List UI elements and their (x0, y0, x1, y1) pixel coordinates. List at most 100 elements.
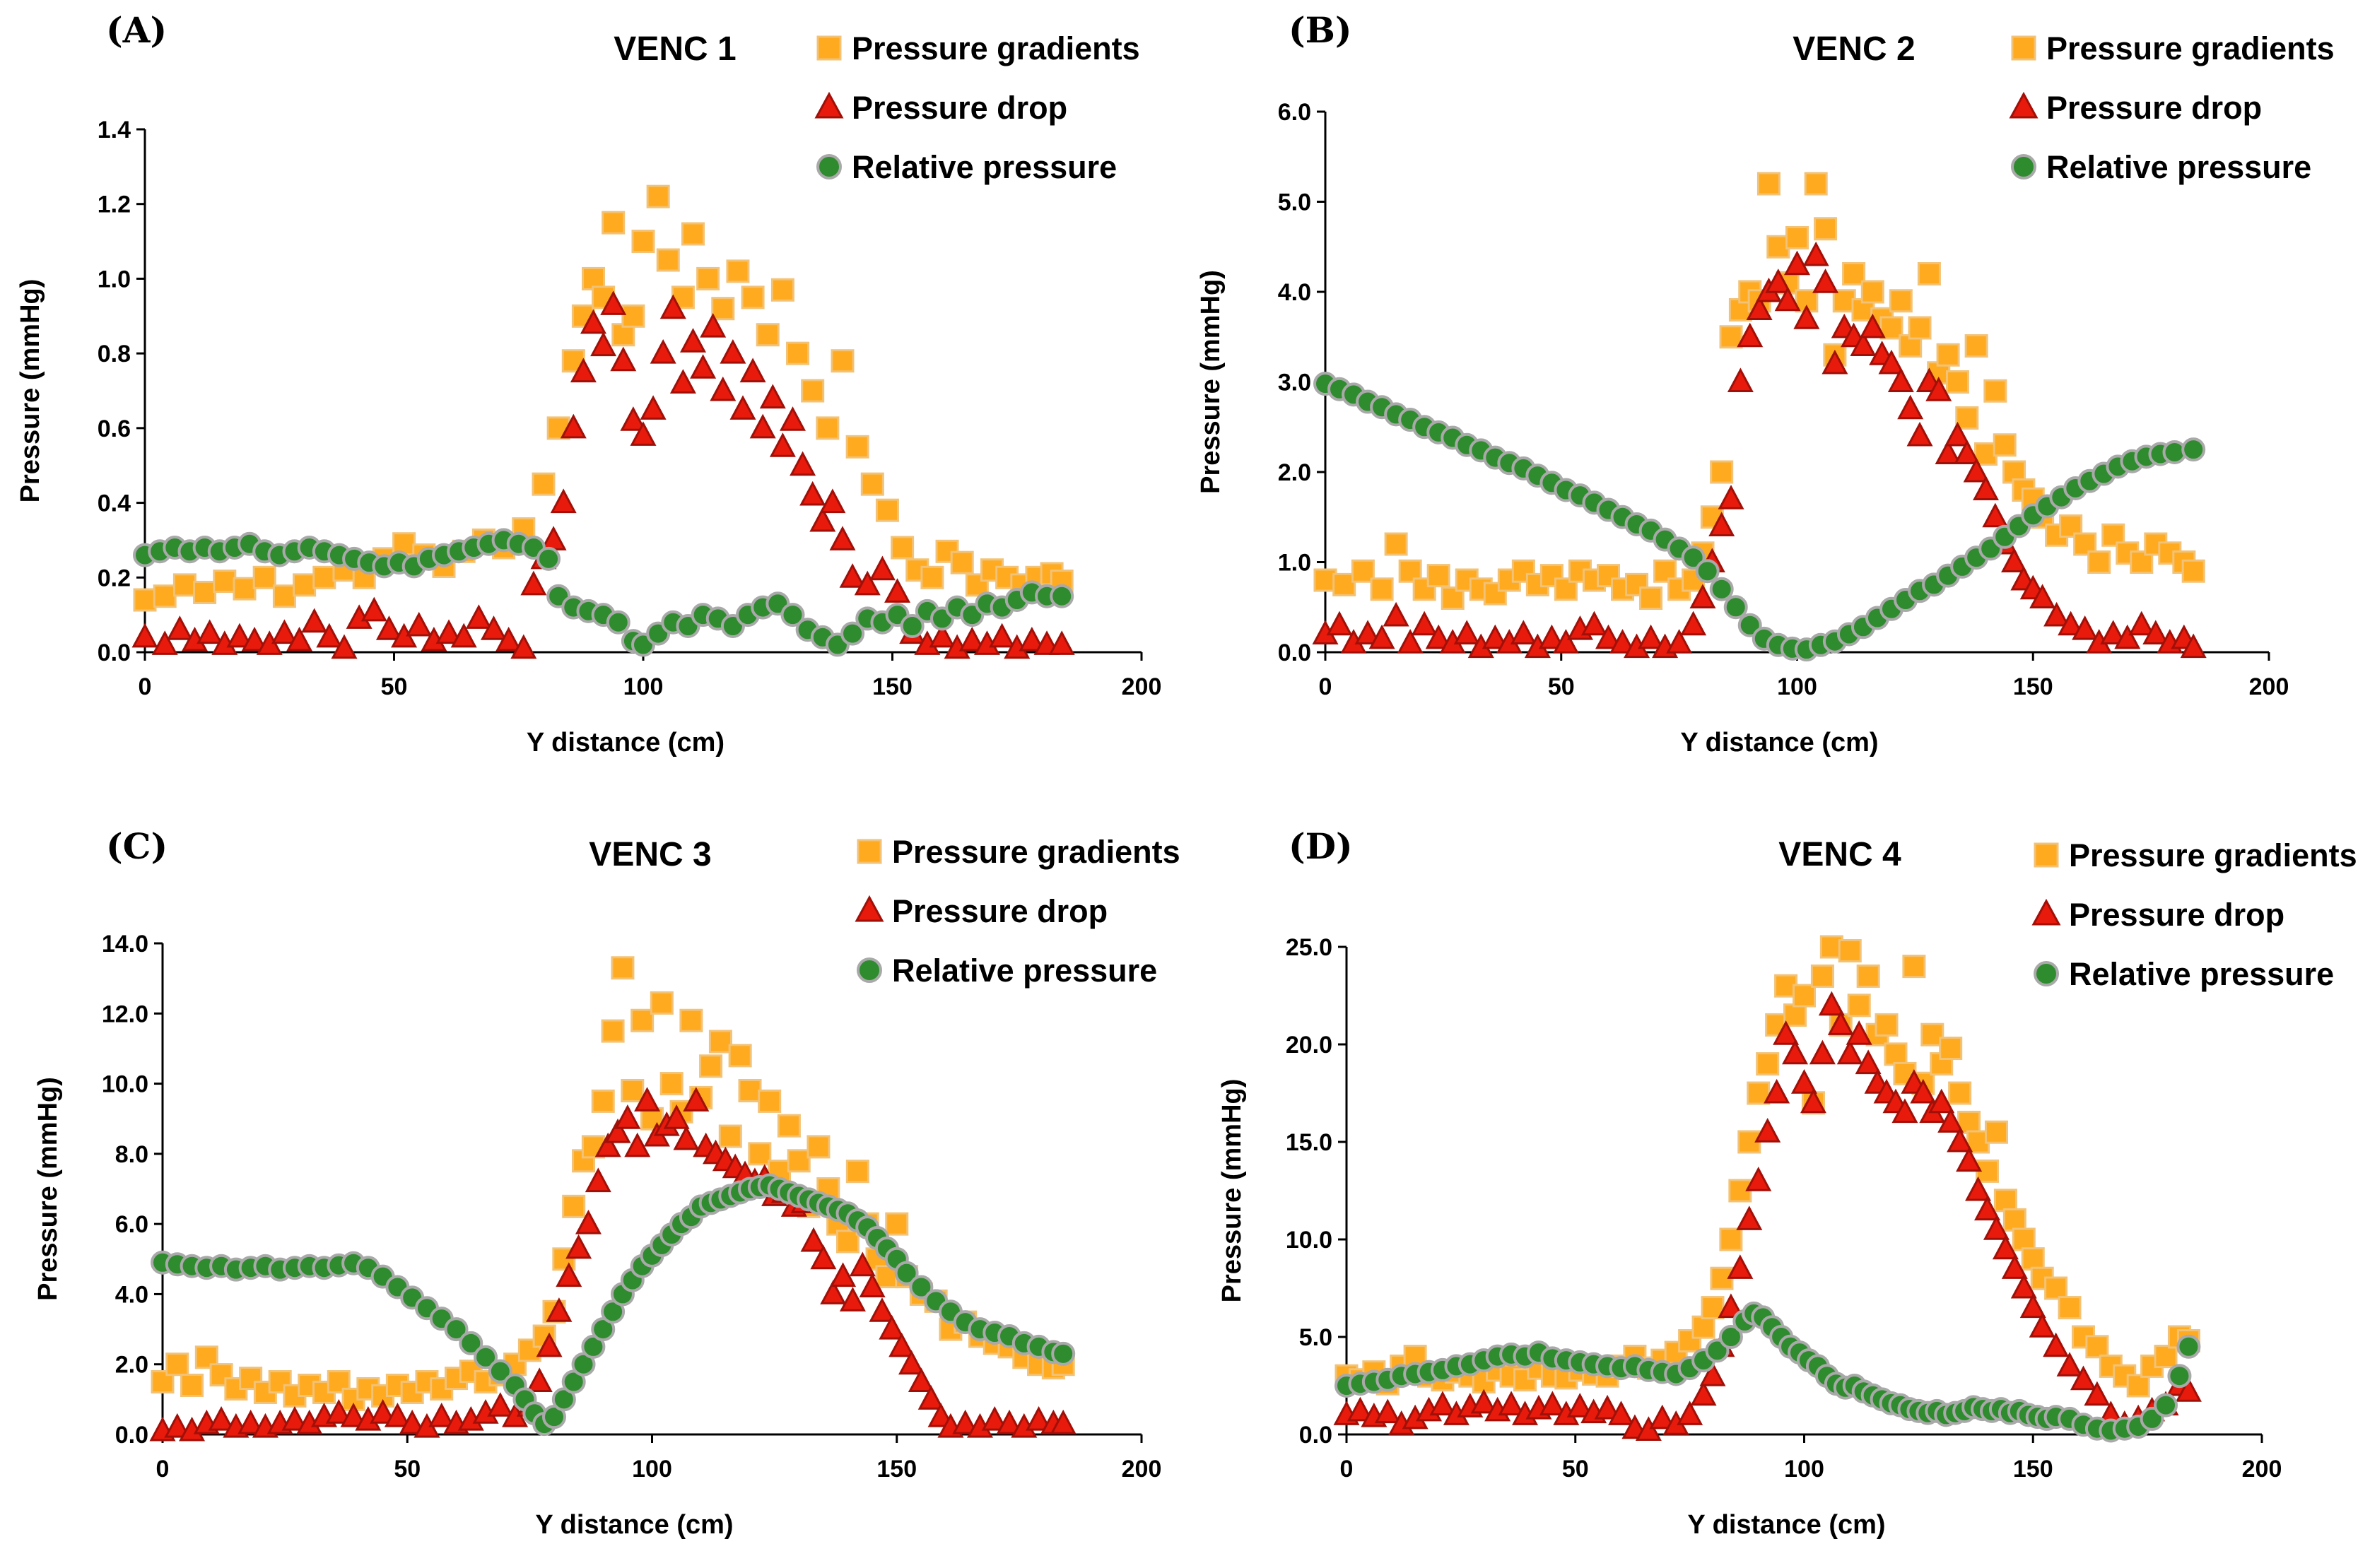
drop-point (1982, 502, 2009, 528)
relative-point (2176, 1334, 2201, 1359)
drop-point (624, 1132, 651, 1157)
gradient-point (699, 1054, 723, 1078)
gradient-point (268, 1370, 292, 1394)
drop-point (830, 1262, 857, 1287)
series-pressure-gradients (1313, 172, 2205, 610)
drop-point (570, 358, 597, 383)
gradient-point (801, 379, 825, 403)
drop-point (1368, 624, 1395, 649)
drop-point (435, 619, 462, 644)
drop-point (1026, 1405, 1052, 1431)
drop-point (690, 354, 717, 379)
drop-point (1859, 313, 1886, 338)
drop-point (829, 526, 856, 550)
x-tick-label: 100 (1784, 1456, 1824, 1482)
legend-label: Pressure gradients (2069, 837, 2357, 873)
gradient-point (718, 1124, 742, 1148)
relative-point (1681, 546, 1706, 570)
series-pressure-drop (131, 290, 1075, 659)
drop-point (2072, 615, 2099, 640)
legend-square-icon (816, 35, 842, 61)
drop-point (1594, 1394, 1621, 1420)
drop-point (1937, 1108, 1964, 1133)
y-tick-label: 1.2 (98, 191, 131, 218)
drop-point (585, 1167, 611, 1193)
drop-point (428, 1402, 455, 1427)
drop-point (739, 358, 766, 383)
panel-label: (A) (106, 9, 167, 51)
gradient-point (738, 1079, 762, 1102)
legend-label: Pressure drop (892, 893, 1108, 929)
legend-triangle-icon (814, 91, 844, 119)
x-tick-label: 200 (1122, 1456, 1162, 1482)
drop-point (301, 608, 328, 633)
drop-point (1754, 1118, 1781, 1143)
drop-point (226, 623, 253, 648)
drop-point (1736, 1206, 1763, 1230)
legend-label: Relative pressure (852, 149, 1117, 185)
series-pressure-drop (149, 1087, 1077, 1442)
gradient-point (836, 1230, 860, 1254)
legend-triangle-icon (2031, 898, 2061, 926)
y-tick-label: 1.0 (98, 266, 131, 293)
drop-point (790, 451, 816, 476)
gradient-point (1793, 984, 1816, 1008)
drop-point (1347, 1396, 1373, 1422)
gradient-point (2021, 1247, 2045, 1271)
drop-point (2056, 1352, 2083, 1377)
drop-point (131, 623, 158, 648)
y-tick-label: 0.0 (1278, 639, 1311, 666)
drop-point (1425, 624, 1452, 649)
gradient-point (1814, 217, 1838, 241)
x-axis-label: Y distance (cm) (1687, 1510, 1885, 1540)
gradient-point (213, 570, 237, 594)
gradient-point (562, 1194, 586, 1218)
drop-point (1878, 349, 1905, 375)
drop-point (2100, 620, 2127, 644)
drop-point (1793, 305, 1820, 329)
gradient-point (1875, 1013, 1899, 1037)
drop-point (1800, 1088, 1826, 1114)
drop-point (1809, 1039, 1836, 1065)
legend-circle-icon (2011, 154, 2036, 179)
gradient-point (1351, 559, 1375, 583)
drop-point (650, 338, 676, 364)
x-tick-label: 100 (623, 673, 664, 700)
gradient-point (1838, 939, 1862, 963)
gradient-point (831, 349, 855, 373)
drop-point (799, 481, 826, 506)
gradient-point (1902, 955, 1926, 979)
drop-point (1453, 620, 1480, 644)
x-tick-label: 50 (1548, 673, 1575, 700)
series-relative-pressure (1313, 372, 2206, 662)
drop-point (487, 1392, 514, 1417)
gradient-point (711, 297, 735, 321)
drop-point (2180, 633, 2207, 659)
relative-point (1695, 559, 1720, 584)
legend: Pressure gradients Pressure drop Relative … (855, 834, 1180, 989)
drop-point (759, 384, 786, 409)
drop-point (2010, 1273, 2037, 1299)
gradient-point (1719, 1227, 1743, 1251)
drop-point (849, 1251, 876, 1277)
drop-point (769, 432, 796, 457)
legend: Pressure gradients Pressure drop Relative … (814, 30, 1140, 185)
legend-circle-icon (2034, 961, 2059, 986)
relative-point (2167, 1364, 2192, 1389)
y-tick-label: 0.8 (98, 341, 131, 367)
drop-point (1699, 1362, 1726, 1386)
drop-point (1818, 991, 1845, 1016)
gradient-point (1939, 1037, 1963, 1061)
x-tick-label: 200 (1122, 673, 1162, 700)
relative-point (840, 621, 865, 646)
drop-point (929, 623, 956, 648)
legend-label: Pressure drop (2069, 897, 2284, 933)
drop-point (630, 421, 657, 446)
gradient-point (659, 1072, 684, 1096)
gradient-point (611, 956, 635, 980)
drop-point (360, 596, 387, 622)
gradient-point (1964, 334, 1988, 358)
gradient-point (806, 1135, 831, 1159)
series-pressure-gradients (151, 956, 1075, 1411)
drop-point (958, 626, 985, 652)
